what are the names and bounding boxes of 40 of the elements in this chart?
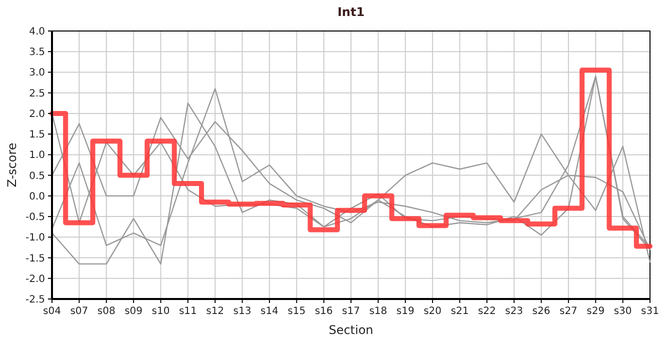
y-tick-label: 4.0 — [29, 26, 45, 38]
x-tick-label: s11 — [178, 306, 197, 317]
x-tick-label: s14 — [260, 306, 278, 317]
x-tick-label: s29 — [586, 306, 605, 317]
y-tick-label: -1.5 — [25, 253, 45, 264]
x-tick-label: s27 — [559, 306, 578, 317]
x-tick-label: s16 — [314, 306, 333, 317]
chart-title: Int1 — [337, 5, 365, 19]
x-tick-label: s15 — [288, 306, 306, 317]
x-tick-label: s22 — [478, 306, 496, 317]
x-tick-label: s08 — [97, 306, 116, 317]
y-tick-label: 2.0 — [29, 108, 45, 120]
x-tick-label: s23 — [505, 306, 524, 317]
y-tick-label: 3.5 — [29, 47, 45, 58]
x-tick-label: s26 — [532, 306, 550, 317]
y-axis-title: Z-score — [5, 142, 19, 188]
y-tick-label: 1.0 — [29, 150, 45, 162]
y-tick-label: -0.5 — [25, 212, 45, 224]
x-tick-label: s17 — [342, 306, 360, 317]
x-tick-label: s10 — [152, 306, 170, 317]
x-tick-label: s21 — [450, 306, 469, 317]
x-tick-label: s04 — [43, 306, 61, 317]
x-tick-label: s13 — [233, 306, 252, 317]
x-axis-title: Section — [328, 323, 374, 337]
x-tick-label: s30 — [614, 306, 632, 317]
x-tick-label: s18 — [369, 306, 388, 317]
y-tick-label: 0.0 — [29, 191, 45, 202]
y-tick-label: -1.0 — [25, 232, 45, 244]
y-tick-label: -2.5 — [25, 294, 45, 306]
x-tick-label: s07 — [70, 306, 88, 317]
x-tick-label: s31 — [641, 306, 659, 317]
y-tick-label: 3.0 — [29, 68, 45, 79]
x-tick-label: s20 — [424, 306, 442, 317]
x-tick-label: s09 — [124, 306, 143, 317]
y-tick-label: 0.5 — [29, 170, 45, 182]
y-tick-label: 2.5 — [29, 88, 45, 100]
x-tick-label: s19 — [396, 306, 414, 317]
x-tick-label: s12 — [206, 306, 224, 317]
y-tick-label: -2.0 — [25, 274, 45, 285]
y-tick-label: 1.5 — [29, 130, 45, 141]
